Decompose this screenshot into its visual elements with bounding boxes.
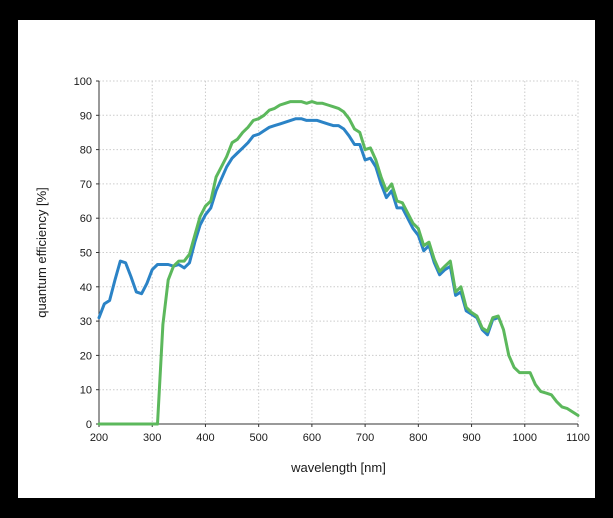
x-tick-labels: 200 300 400 500 600 700 800 900 1000 1100 <box>90 432 590 444</box>
y-tick-label: 60 <box>80 213 92 225</box>
y-tick-label: 40 <box>80 282 92 294</box>
y-tick-labels: 0 10 20 30 40 50 60 70 80 90 100 <box>74 76 92 431</box>
x-tick-label: 500 <box>249 432 267 444</box>
x-tick-label: 200 <box>90 432 108 444</box>
y-tick-label: 30 <box>80 316 92 328</box>
grid <box>98 80 579 425</box>
series-line-2 <box>97 100 580 426</box>
qe-chart: 200 300 400 500 600 700 800 900 1000 1100 0 10 20 30… <box>34 76 590 475</box>
series-line-1 <box>97 117 500 337</box>
y-tick-label: 90 <box>80 110 92 122</box>
x-tick-label: 700 <box>356 432 374 444</box>
y-tick-label: 80 <box>80 145 92 157</box>
x-tick-label: 1000 <box>513 432 537 444</box>
y-axis-label: quantum efficiency [%] <box>34 187 49 318</box>
x-tick-label: 900 <box>462 432 480 444</box>
series-lines <box>97 100 580 426</box>
axes <box>96 80 579 427</box>
y-tick-label: 10 <box>80 385 92 397</box>
y-tick-label: 50 <box>80 248 92 260</box>
x-tick-label: 800 <box>409 432 427 444</box>
y-tick-label: 70 <box>80 179 92 191</box>
x-tick-label: 1100 <box>566 432 590 444</box>
x-tick-label: 300 <box>143 432 161 444</box>
x-axis-label: wavelength [nm] <box>290 460 386 475</box>
x-tick-label: 600 <box>303 432 321 444</box>
x-tick-label: 400 <box>196 432 214 444</box>
y-tick-label: 100 <box>74 76 92 88</box>
y-tick-label: 0 <box>86 419 92 431</box>
y-tick-label: 20 <box>80 350 92 362</box>
chart-card: 200 300 400 500 600 700 800 900 1000 1100 0 10 20 30… <box>18 20 595 498</box>
